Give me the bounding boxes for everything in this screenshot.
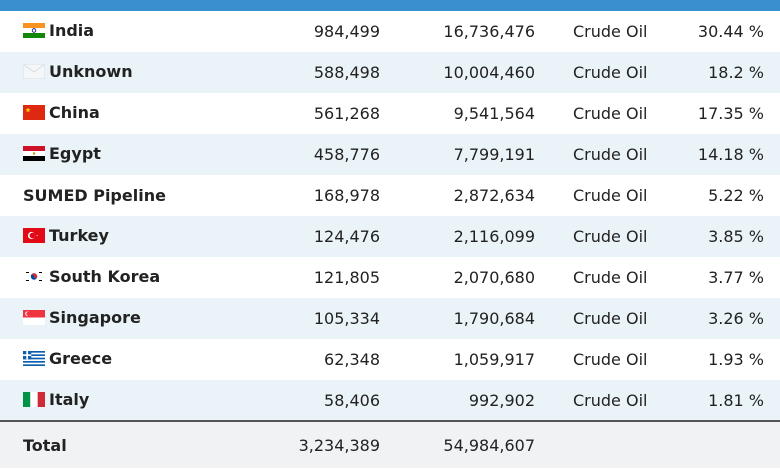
- total-row: Total 3,234,389 54,984,607: [0, 420, 780, 468]
- share-cell: 5.22 %: [708, 186, 764, 205]
- south-korea-flag-icon: [23, 269, 45, 284]
- table-row: Singapore 105,334 1,790,684 Crude Oil 3.…: [0, 298, 780, 339]
- country-cell: India: [0, 11, 200, 52]
- country-cell: Egypt: [0, 134, 200, 175]
- value-a-cell: 984,499: [313, 22, 380, 41]
- table-row: Turkey 124,476 2,116,099 Crude Oil 3.85 …: [0, 216, 780, 257]
- total-pct: [680, 420, 780, 468]
- table-row: South Korea 121,805 2,070,680 Crude Oil …: [0, 257, 780, 298]
- country-name: Greece: [49, 349, 113, 368]
- total-b: 54,984,607: [380, 420, 535, 468]
- country-cell: Italy: [0, 380, 200, 421]
- product-cell: Crude Oil: [573, 309, 648, 328]
- table-row: Egypt 458,776 7,799,191 Crude Oil 14.18 …: [0, 134, 780, 175]
- unknown-flag-icon: [22, 63, 46, 80]
- china-flag-icon: [23, 105, 45, 120]
- country-name: Italy: [49, 389, 90, 409]
- table-row: SUMED Pipeline 168,978 2,872,634 Crude O…: [0, 175, 780, 216]
- country-name: China: [49, 103, 100, 122]
- total-product: [535, 420, 680, 468]
- value-b-cell: 1,059,917: [453, 350, 535, 369]
- share-cell: 17.35 %: [697, 104, 764, 123]
- country-name: Unknown: [49, 62, 133, 81]
- country-name: South Korea: [49, 267, 161, 286]
- share-cell: 30.44 %: [697, 22, 764, 41]
- value-a-cell: 458,776: [313, 145, 380, 164]
- value-b-cell: 1,790,684: [453, 309, 535, 328]
- country-name: SUMED Pipeline: [23, 186, 166, 205]
- greece-flag-icon: [23, 351, 45, 366]
- italy-flag-icon: [23, 391, 45, 407]
- value-b-cell: 7,799,191: [453, 145, 535, 164]
- exports-table: India 984,499 16,736,476 Crude Oil 30.44…: [0, 11, 780, 468]
- share-cell: 3.85 %: [708, 227, 764, 246]
- share-cell: 1.81 %: [708, 390, 764, 410]
- value-b-cell: 992,902: [468, 390, 535, 410]
- table-row: China 561,268 9,541,564 Crude Oil 17.35 …: [0, 93, 780, 134]
- value-a-cell: 62,348: [324, 350, 380, 369]
- product-cell: Crude Oil: [573, 22, 648, 41]
- country-cell: China: [0, 93, 200, 134]
- share-cell: 3.26 %: [708, 309, 764, 328]
- table-row: Unknown 588,498 10,004,460 Crude Oil 18.…: [0, 52, 780, 93]
- value-a-cell: 588,498: [313, 63, 380, 82]
- table-header-bar: [0, 0, 780, 11]
- share-cell: 14.18 %: [697, 145, 764, 164]
- share-cell: 18.2 %: [708, 63, 764, 82]
- country-cell: Singapore: [0, 298, 200, 339]
- table-row: Italy 58,406 992,902 Crude Oil 1.81 %: [0, 380, 780, 421]
- product-cell: Crude Oil: [573, 227, 648, 246]
- share-cell: 1.93 %: [708, 350, 764, 369]
- india-flag-icon: [23, 23, 45, 38]
- product-cell: Crude Oil: [573, 350, 648, 369]
- product-cell: Crude Oil: [573, 104, 648, 123]
- product-cell: Crude Oil: [573, 145, 648, 164]
- country-cell: South Korea: [0, 257, 200, 298]
- value-b-cell: 16,736,476: [443, 22, 535, 41]
- total-label: Total: [0, 420, 200, 468]
- turkey-flag-icon: [23, 228, 45, 243]
- table-row: Greece 62,348 1,059,917 Crude Oil 1.93 %: [0, 339, 780, 380]
- total-a: 3,234,389: [200, 420, 380, 468]
- value-a-cell: 124,476: [313, 227, 380, 246]
- country-name: Turkey: [49, 226, 109, 245]
- country-name: Singapore: [49, 308, 141, 327]
- value-a-cell: 121,805: [313, 268, 380, 287]
- product-cell: Crude Oil: [573, 268, 648, 287]
- value-a-cell: 561,268: [313, 104, 380, 123]
- egypt-flag-icon: [23, 146, 45, 161]
- share-cell: 3.77 %: [708, 268, 764, 287]
- value-b-cell: 2,116,099: [453, 227, 535, 246]
- value-a-cell: 105,334: [313, 309, 380, 328]
- country-cell: SUMED Pipeline: [0, 175, 200, 216]
- value-a-cell: 58,406: [324, 390, 380, 410]
- country-name: Egypt: [49, 144, 101, 163]
- value-b-cell: 10,004,460: [443, 63, 535, 82]
- country-cell: Turkey: [0, 216, 200, 257]
- country-cell: Unknown: [0, 52, 200, 93]
- country-cell: Greece: [0, 339, 200, 380]
- table-row: India 984,499 16,736,476 Crude Oil 30.44…: [0, 11, 780, 52]
- country-name: India: [49, 21, 95, 40]
- singapore-flag-icon: [23, 310, 45, 325]
- product-cell: Crude Oil: [573, 390, 648, 410]
- value-b-cell: 9,541,564: [453, 104, 535, 123]
- value-a-cell: 168,978: [313, 186, 380, 205]
- product-cell: Crude Oil: [573, 63, 648, 82]
- value-b-cell: 2,872,634: [453, 186, 535, 205]
- value-b-cell: 2,070,680: [453, 268, 535, 287]
- product-cell: Crude Oil: [573, 186, 648, 205]
